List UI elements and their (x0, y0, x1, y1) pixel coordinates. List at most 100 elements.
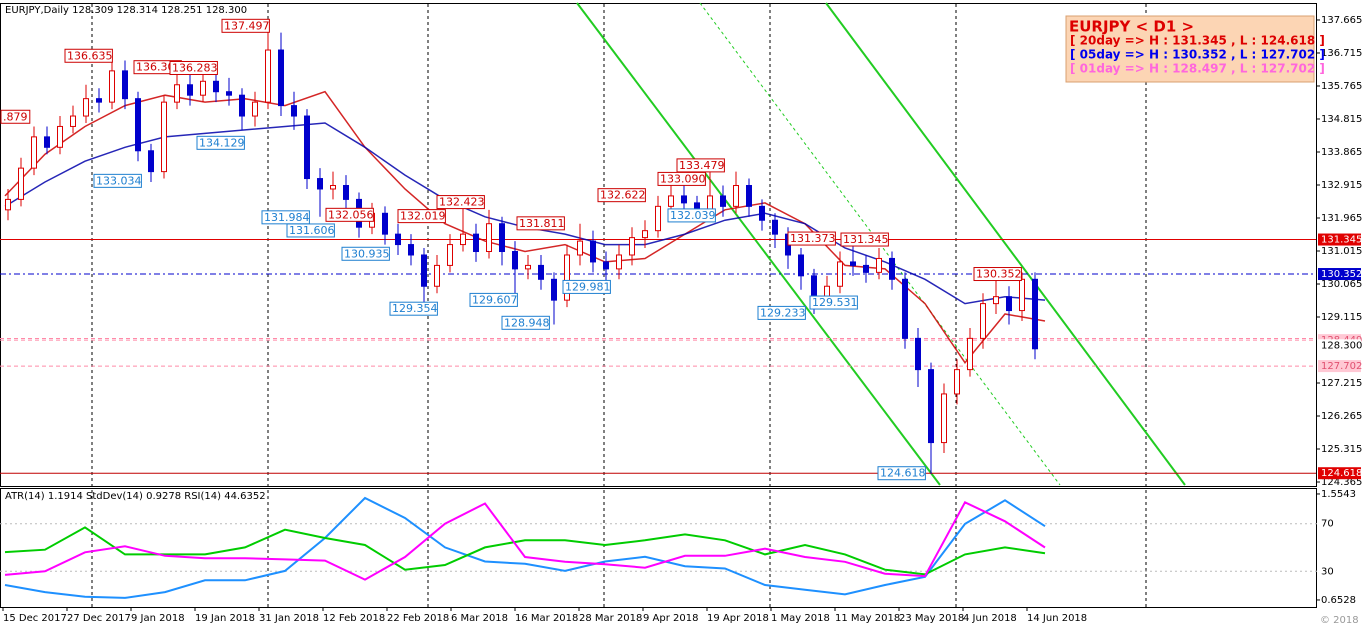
level-label-bg (1318, 360, 1361, 373)
low-label-box (809, 295, 858, 310)
low-label: 129.354 (392, 302, 438, 315)
candle-body (746, 185, 752, 207)
high-label-box (169, 60, 218, 75)
candle-body (434, 264, 440, 287)
indicator-panel-frame (0, 488, 1317, 608)
level-label: 124.618 (1321, 468, 1362, 479)
level-label: 131.345 (1321, 235, 1362, 246)
low-label-box (389, 301, 438, 316)
candle-body (5, 198, 11, 211)
data-layer: 137.665 136.715 135.765 134.815 133.865 132.9… (0, 15, 1362, 624)
low-label: 129.531 (812, 296, 858, 309)
candle-body (525, 264, 531, 270)
candle-body (499, 223, 505, 253)
candle-body (265, 49, 271, 103)
low-label: 131.606 (289, 224, 335, 237)
low-label: 128.948 (504, 316, 550, 329)
high-label-box (397, 209, 446, 224)
candle-body (57, 125, 63, 148)
candle-body (980, 303, 986, 339)
high-label: 131.373 (790, 232, 836, 245)
high-label: 133.090 (660, 172, 706, 185)
candle-body (421, 254, 427, 287)
x-tick-label: 9 Apr 2018 (643, 613, 698, 624)
candle-body (1006, 296, 1012, 312)
copyright: © 2018 (1320, 615, 1359, 626)
level-label-bg (1318, 268, 1361, 281)
y-tick-label: 130.065 (1321, 279, 1362, 290)
low-label-box (469, 292, 518, 307)
candle-body (798, 254, 804, 277)
high-label: 132.019 (400, 210, 446, 223)
low-label-box (93, 173, 142, 188)
y-tick-label: 131.965 (1321, 213, 1362, 224)
candle-body (252, 101, 258, 117)
candle-body (291, 105, 297, 117)
y-tick-label: 133.865 (1321, 147, 1362, 158)
x-tick-label: 27 Dec 2017 (67, 613, 131, 624)
y-tick-label: 126.265 (1321, 411, 1362, 422)
high-label-box (973, 267, 1022, 282)
low-label: 129.607 (472, 293, 518, 306)
indicator-line (4, 500, 1046, 581)
y-tick-label: 129.115 (1321, 312, 1362, 323)
low-label-box (757, 305, 806, 320)
x-tick-label: 6 Mar 2018 (451, 613, 508, 624)
y-tick-label: 137.665 (1321, 15, 1362, 26)
main-panel-frame (0, 3, 1317, 487)
y-tick-label: 135.765 (1321, 81, 1362, 92)
candle-body (668, 195, 674, 207)
rsi-tick-label: 70 (1321, 519, 1334, 530)
low-label-box (286, 223, 335, 238)
y-tick-label: 132.915 (1321, 180, 1362, 191)
high-label-box (840, 232, 889, 247)
candle-body (200, 80, 206, 96)
candle-body (720, 195, 726, 207)
channel-line (576, 2, 941, 486)
low-label-box (667, 208, 716, 223)
candle-body (577, 240, 583, 256)
high-label-box (657, 171, 706, 186)
candle-body (239, 94, 245, 117)
candle-body (759, 205, 765, 221)
candle-body (954, 369, 960, 395)
x-tick-label: 15 Dec 2017 (3, 613, 67, 624)
high-label-box (676, 158, 725, 173)
high-label-box (516, 216, 565, 231)
high-label: 131.811 (519, 217, 565, 230)
candle-body (876, 257, 882, 273)
rsi-tick-label: 30 (1321, 566, 1334, 577)
low-label-box (501, 315, 550, 330)
x-tick-label: 4 Jun 2018 (963, 613, 1017, 624)
low-label-box (877, 466, 926, 481)
candle-body (733, 185, 739, 207)
candle-body (902, 278, 908, 339)
candle-body (18, 167, 24, 200)
high-label-box (436, 195, 485, 210)
candle-body (1032, 278, 1038, 350)
candle-body (70, 115, 76, 127)
candle-body (447, 244, 453, 266)
candle-body (616, 254, 622, 270)
x-tick-label: 12 Feb 2018 (323, 613, 385, 624)
channel-line (825, 2, 1186, 486)
high-label: .879 (3, 110, 28, 123)
candle-body (655, 205, 661, 232)
high-label: 132.423 (439, 196, 485, 209)
candle-body (889, 257, 895, 280)
candle-body (135, 98, 141, 152)
high-label: 132.622 (600, 189, 646, 202)
symbol-line: EURJPY,Daily 128.309 128.314 128.251 128… (5, 5, 247, 16)
candle-body (122, 70, 128, 100)
candle-body (44, 136, 50, 148)
high-label-box (221, 18, 270, 33)
candle-body (941, 393, 947, 444)
low-label: 132.039 (670, 209, 716, 222)
x-tick-label: 31 Jan 2018 (259, 613, 319, 624)
low-label: 129.981 (565, 280, 611, 293)
info-title: EURJPY < D1 > (1069, 18, 1194, 36)
level-label: 130.352 (1321, 269, 1362, 280)
indicator-tick-label: 0.6528 (1321, 595, 1356, 606)
low-label-box (261, 210, 310, 225)
